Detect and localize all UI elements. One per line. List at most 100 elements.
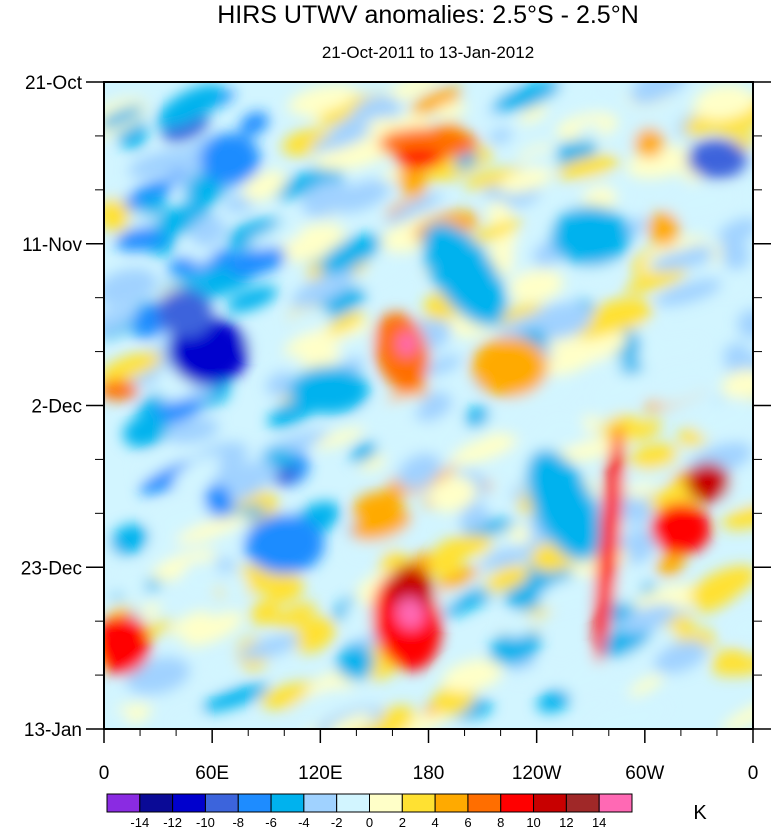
colorbar-label: -6 bbox=[265, 815, 277, 830]
anomaly-patch bbox=[561, 656, 610, 695]
anomaly-patch bbox=[104, 105, 144, 130]
anomaly-patch bbox=[104, 380, 139, 401]
anomaly-patch bbox=[464, 219, 523, 245]
anomaly-patch bbox=[165, 417, 219, 444]
colorbar-label: -10 bbox=[196, 815, 215, 830]
anomaly-patch bbox=[499, 167, 552, 194]
anomaly-patch bbox=[326, 311, 365, 335]
colorbar-label: 0 bbox=[366, 815, 373, 830]
anomaly-patch bbox=[622, 464, 671, 490]
anomaly-patch bbox=[648, 211, 680, 247]
colorbar: -14 -12 -10 -8 -6 -4 -2 0 2 4 6 8 10 12 14 bbox=[106, 793, 633, 830]
anomaly-patch bbox=[471, 407, 527, 431]
colorbar-label: 4 bbox=[432, 815, 439, 830]
colorbar-swatch bbox=[565, 793, 600, 813]
anomaly-patch bbox=[422, 222, 507, 327]
colorbar-swatch bbox=[139, 793, 174, 813]
colorbar-swatch bbox=[106, 793, 141, 813]
anomaly-patch bbox=[435, 567, 480, 591]
anomaly-patch bbox=[201, 683, 270, 713]
anomaly-patch bbox=[104, 198, 130, 233]
x-tick-label: 60E bbox=[195, 763, 229, 784]
anomaly-patch bbox=[657, 553, 685, 576]
anomaly-patch bbox=[346, 705, 416, 729]
colorbar-swatch bbox=[434, 793, 469, 813]
anomaly-patch bbox=[414, 414, 462, 449]
anomaly-patch bbox=[721, 368, 753, 400]
anomaly-patch bbox=[126, 657, 190, 695]
anomaly-patch bbox=[244, 514, 325, 575]
anomaly-patch bbox=[153, 202, 210, 237]
anomaly-patch bbox=[464, 167, 523, 190]
anomaly-patch bbox=[311, 126, 372, 153]
anomaly-patch bbox=[396, 331, 417, 356]
anomaly-patch bbox=[136, 447, 208, 476]
anomaly-patch bbox=[336, 645, 375, 680]
colorbar-label: 2 bbox=[399, 815, 406, 830]
anomaly-patch bbox=[634, 128, 665, 158]
anomaly-field bbox=[104, 82, 753, 729]
colorbar-label: -8 bbox=[232, 815, 244, 830]
colorbar-label: 12 bbox=[559, 815, 573, 830]
anomaly-patch bbox=[205, 654, 236, 681]
x-tick-label: 60W bbox=[625, 763, 664, 784]
y-tick-label: 23-Dec bbox=[21, 558, 82, 579]
anomaly-patch bbox=[720, 237, 750, 271]
anomaly-patch bbox=[484, 565, 530, 592]
x-tick-label: 0 bbox=[748, 763, 759, 784]
anomaly-patch bbox=[498, 303, 540, 322]
anomaly-patch bbox=[650, 502, 711, 555]
anomaly-patch bbox=[104, 307, 136, 335]
anomaly-patch bbox=[360, 396, 424, 431]
anomaly-patch bbox=[239, 111, 269, 136]
colorbar-swatch bbox=[598, 793, 633, 813]
colorbar-swatch bbox=[369, 793, 403, 813]
anomaly-patch bbox=[689, 565, 753, 605]
anomaly-patch bbox=[300, 347, 341, 370]
colorbar-swatch bbox=[204, 793, 239, 813]
anomaly-patch bbox=[352, 82, 400, 95]
anomaly-patch bbox=[489, 82, 517, 95]
anomaly-patch bbox=[391, 708, 451, 729]
anomaly-patch bbox=[138, 196, 167, 217]
anomaly-patch bbox=[594, 424, 624, 664]
anomaly-patch bbox=[556, 155, 620, 180]
anomaly-patch bbox=[603, 679, 633, 695]
anomaly-patch bbox=[313, 427, 366, 449]
anomaly-patch bbox=[503, 611, 535, 638]
anomaly-patch bbox=[509, 269, 564, 303]
anomaly-patch bbox=[396, 597, 425, 630]
anomaly-patch bbox=[488, 128, 513, 144]
anomaly-patch bbox=[624, 268, 687, 294]
anomaly-patch bbox=[284, 327, 339, 357]
anomaly-patch bbox=[264, 572, 304, 604]
anomaly-patch bbox=[289, 366, 370, 415]
colorbar-unit: K bbox=[693, 802, 707, 824]
anomaly-patch bbox=[291, 616, 336, 653]
anomaly-patch bbox=[505, 664, 561, 683]
anomaly-patch bbox=[717, 218, 753, 245]
anomaly-patch bbox=[538, 82, 599, 113]
anomaly-patch bbox=[714, 276, 749, 296]
y-tick-label: 21-Oct bbox=[25, 73, 83, 94]
anomaly-patch bbox=[585, 96, 615, 116]
anomaly-patch bbox=[454, 152, 479, 170]
anomaly-patch bbox=[471, 336, 548, 397]
anomaly-patch bbox=[720, 467, 753, 505]
anomaly-patch bbox=[575, 123, 603, 139]
plot-area bbox=[104, 82, 753, 729]
anomaly-patch bbox=[608, 574, 643, 605]
anomaly-patch bbox=[411, 87, 462, 115]
x-tick-label: 120W bbox=[512, 763, 562, 784]
anomaly-patch bbox=[301, 180, 352, 218]
anomaly-patch bbox=[722, 503, 753, 530]
colorbar-swatch bbox=[401, 793, 436, 813]
anomaly-patch bbox=[397, 453, 442, 490]
y-tick-label: 11-Nov bbox=[22, 235, 82, 256]
colorbar-swatch bbox=[270, 793, 305, 813]
anomaly-patch bbox=[104, 710, 130, 729]
anomaly-patch bbox=[655, 384, 705, 405]
y-axis: 21-Oct 11-Nov 2-Dec 23-Dec 13-Jan bbox=[21, 73, 771, 741]
anomaly-patch bbox=[156, 84, 224, 129]
